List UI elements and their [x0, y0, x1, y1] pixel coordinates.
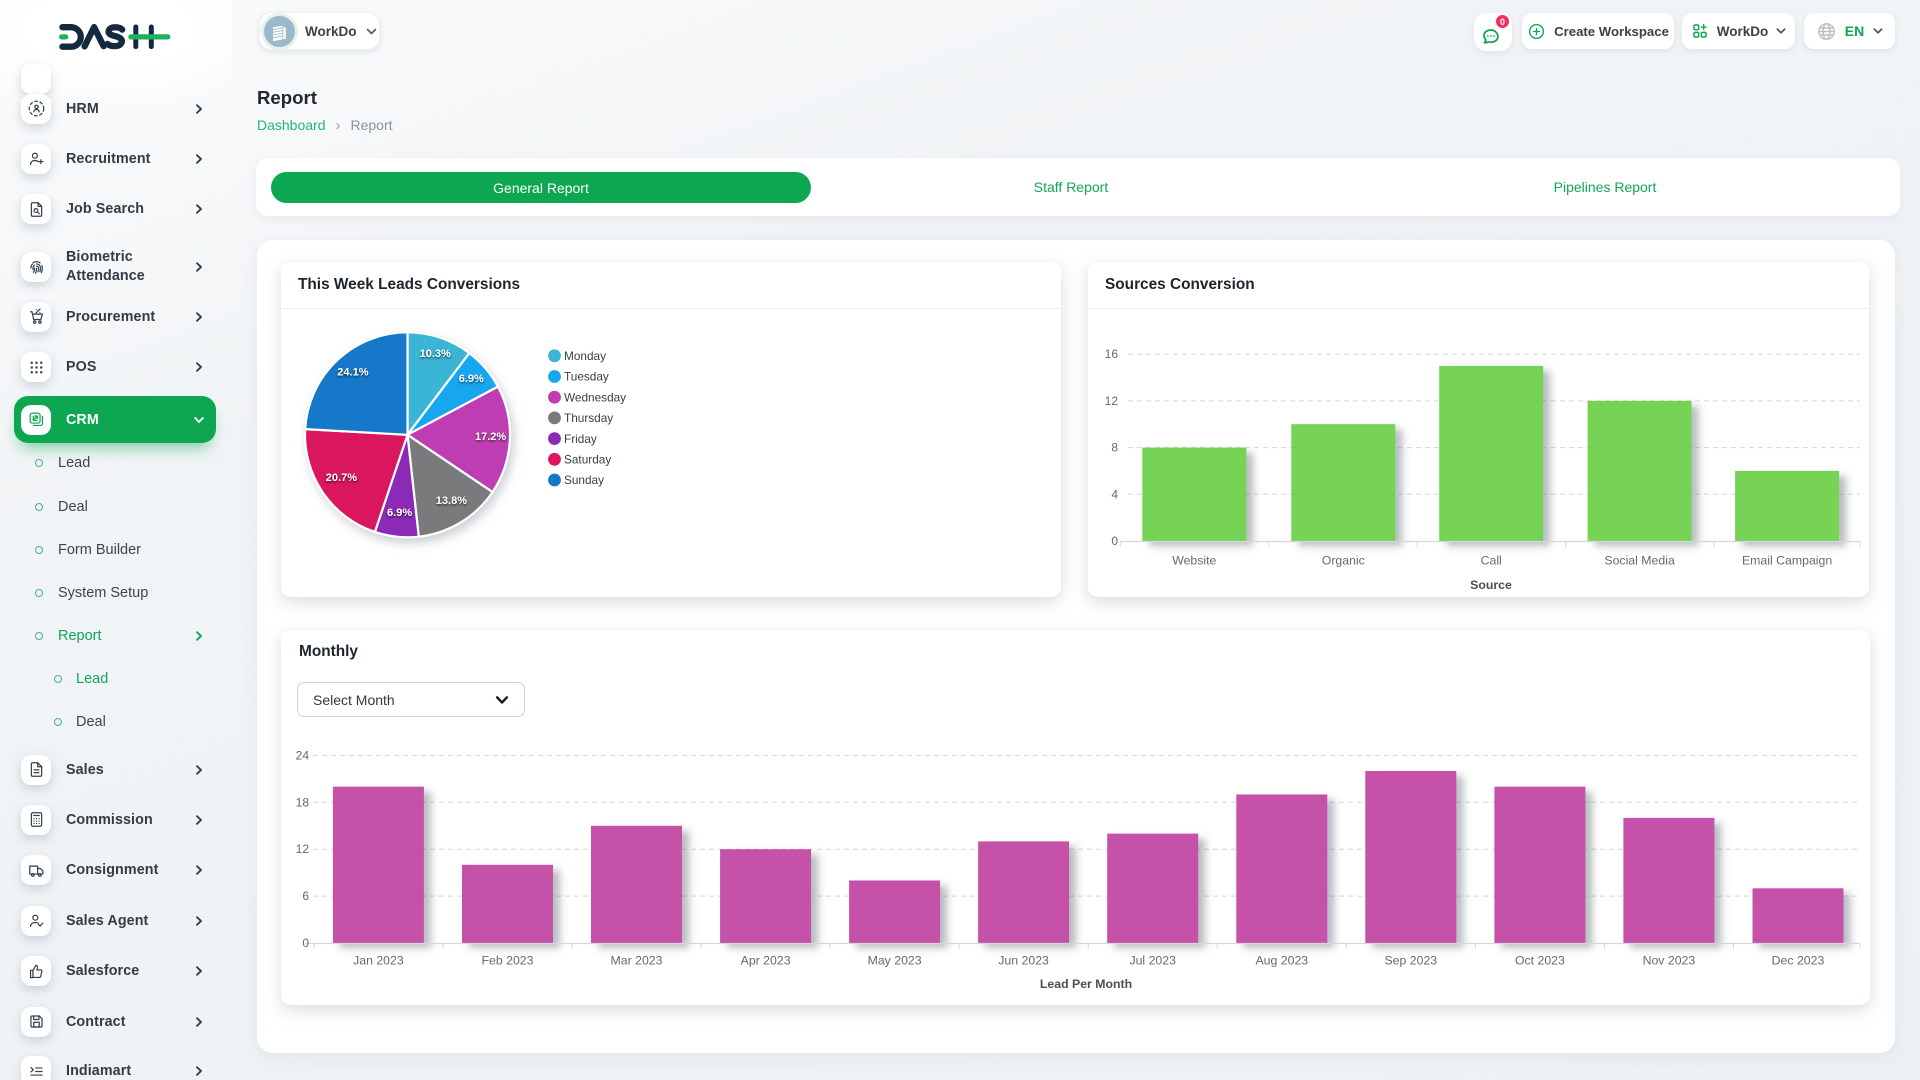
- svg-text:6.9%: 6.9%: [387, 507, 412, 519]
- svg-text:Organic: Organic: [1322, 554, 1365, 568]
- svg-text:Lead Per Month: Lead Per Month: [1040, 977, 1132, 991]
- svg-text:6: 6: [302, 889, 309, 903]
- svg-text:4: 4: [1111, 487, 1118, 501]
- svg-text:Source: Source: [1470, 578, 1512, 592]
- svg-text:Oct 2023: Oct 2023: [1515, 954, 1565, 968]
- svg-text:Email Campaign: Email Campaign: [1742, 554, 1832, 568]
- svg-text:0: 0: [1111, 534, 1118, 548]
- svg-text:Website: Website: [1172, 554, 1216, 568]
- svg-text:Wednesday: Wednesday: [564, 390, 626, 404]
- svg-text:12: 12: [1105, 394, 1119, 408]
- svg-text:Saturday: Saturday: [564, 453, 611, 467]
- svg-text:24.1%: 24.1%: [337, 367, 368, 379]
- svg-text:8: 8: [1111, 441, 1118, 455]
- svg-text:Aug 2023: Aug 2023: [1255, 954, 1308, 968]
- svg-text:Jun 2023: Jun 2023: [998, 954, 1049, 968]
- svg-text:Monday: Monday: [564, 349, 606, 363]
- svg-text:Thursday: Thursday: [564, 411, 613, 425]
- svg-text:Social Media: Social Media: [1604, 554, 1675, 568]
- svg-text:Sep 2023: Sep 2023: [1384, 954, 1437, 968]
- svg-text:12: 12: [296, 842, 310, 856]
- svg-text:Apr 2023: Apr 2023: [741, 954, 791, 968]
- svg-text:Sunday: Sunday: [564, 473, 604, 487]
- svg-text:20.7%: 20.7%: [326, 472, 357, 484]
- svg-text:May 2023: May 2023: [868, 954, 922, 968]
- svg-text:Friday: Friday: [564, 432, 597, 446]
- svg-text:Dec 2023: Dec 2023: [1772, 954, 1825, 968]
- svg-text:Call: Call: [1481, 554, 1502, 568]
- svg-text:Mar 2023: Mar 2023: [611, 954, 663, 968]
- svg-text:13.8%: 13.8%: [436, 495, 467, 507]
- svg-text:6.9%: 6.9%: [459, 373, 484, 385]
- svg-text:Feb 2023: Feb 2023: [482, 954, 534, 968]
- svg-text:17.2%: 17.2%: [475, 431, 506, 443]
- svg-text:16: 16: [1105, 347, 1119, 361]
- svg-text:Jul 2023: Jul 2023: [1129, 954, 1176, 968]
- svg-text:0: 0: [302, 936, 309, 950]
- svg-text:Tuesday: Tuesday: [564, 370, 609, 384]
- svg-text:Jan 2023: Jan 2023: [353, 954, 404, 968]
- svg-text:10.3%: 10.3%: [420, 348, 451, 360]
- svg-text:18: 18: [296, 795, 310, 809]
- svg-text:Nov 2023: Nov 2023: [1643, 954, 1696, 968]
- svg-text:24: 24: [296, 748, 310, 762]
